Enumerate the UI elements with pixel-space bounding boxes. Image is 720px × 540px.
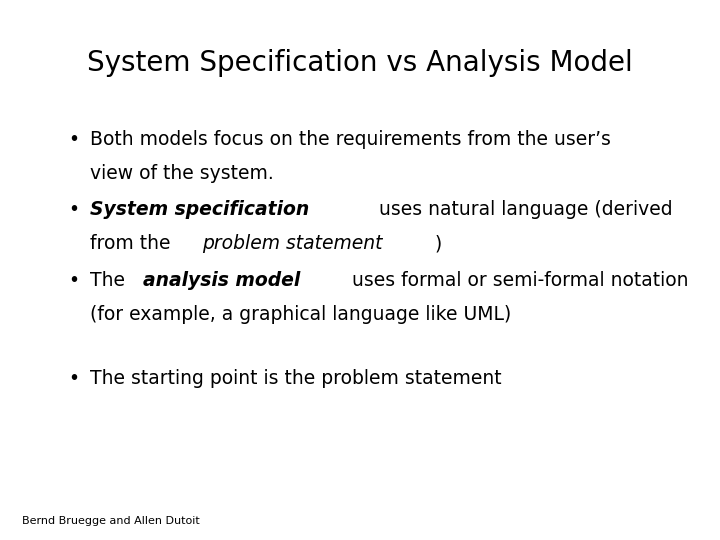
Text: The starting point is the problem statement: The starting point is the problem statem… — [90, 369, 502, 388]
Text: Both models focus on the requirements from the user’s: Both models focus on the requirements fr… — [90, 130, 611, 148]
Text: (for example, a graphical language like UML): (for example, a graphical language like … — [90, 305, 511, 324]
Text: ): ) — [434, 234, 442, 253]
Text: •: • — [68, 200, 79, 219]
Text: problem statement: problem statement — [202, 234, 382, 253]
Text: •: • — [68, 369, 79, 388]
Text: Bernd Bruegge and Allen Dutoit: Bernd Bruegge and Allen Dutoit — [22, 516, 199, 526]
Text: •: • — [68, 130, 79, 148]
Text: from the: from the — [90, 234, 176, 253]
Text: The: The — [90, 271, 131, 290]
Text: uses formal or semi-formal notation: uses formal or semi-formal notation — [346, 271, 688, 290]
Text: view of the system.: view of the system. — [90, 164, 274, 183]
Text: System specification: System specification — [90, 200, 310, 219]
Text: uses natural language (derived: uses natural language (derived — [373, 200, 672, 219]
Text: analysis model: analysis model — [143, 271, 300, 290]
Text: •: • — [68, 271, 79, 290]
Text: System Specification vs Analysis Model: System Specification vs Analysis Model — [87, 49, 633, 77]
